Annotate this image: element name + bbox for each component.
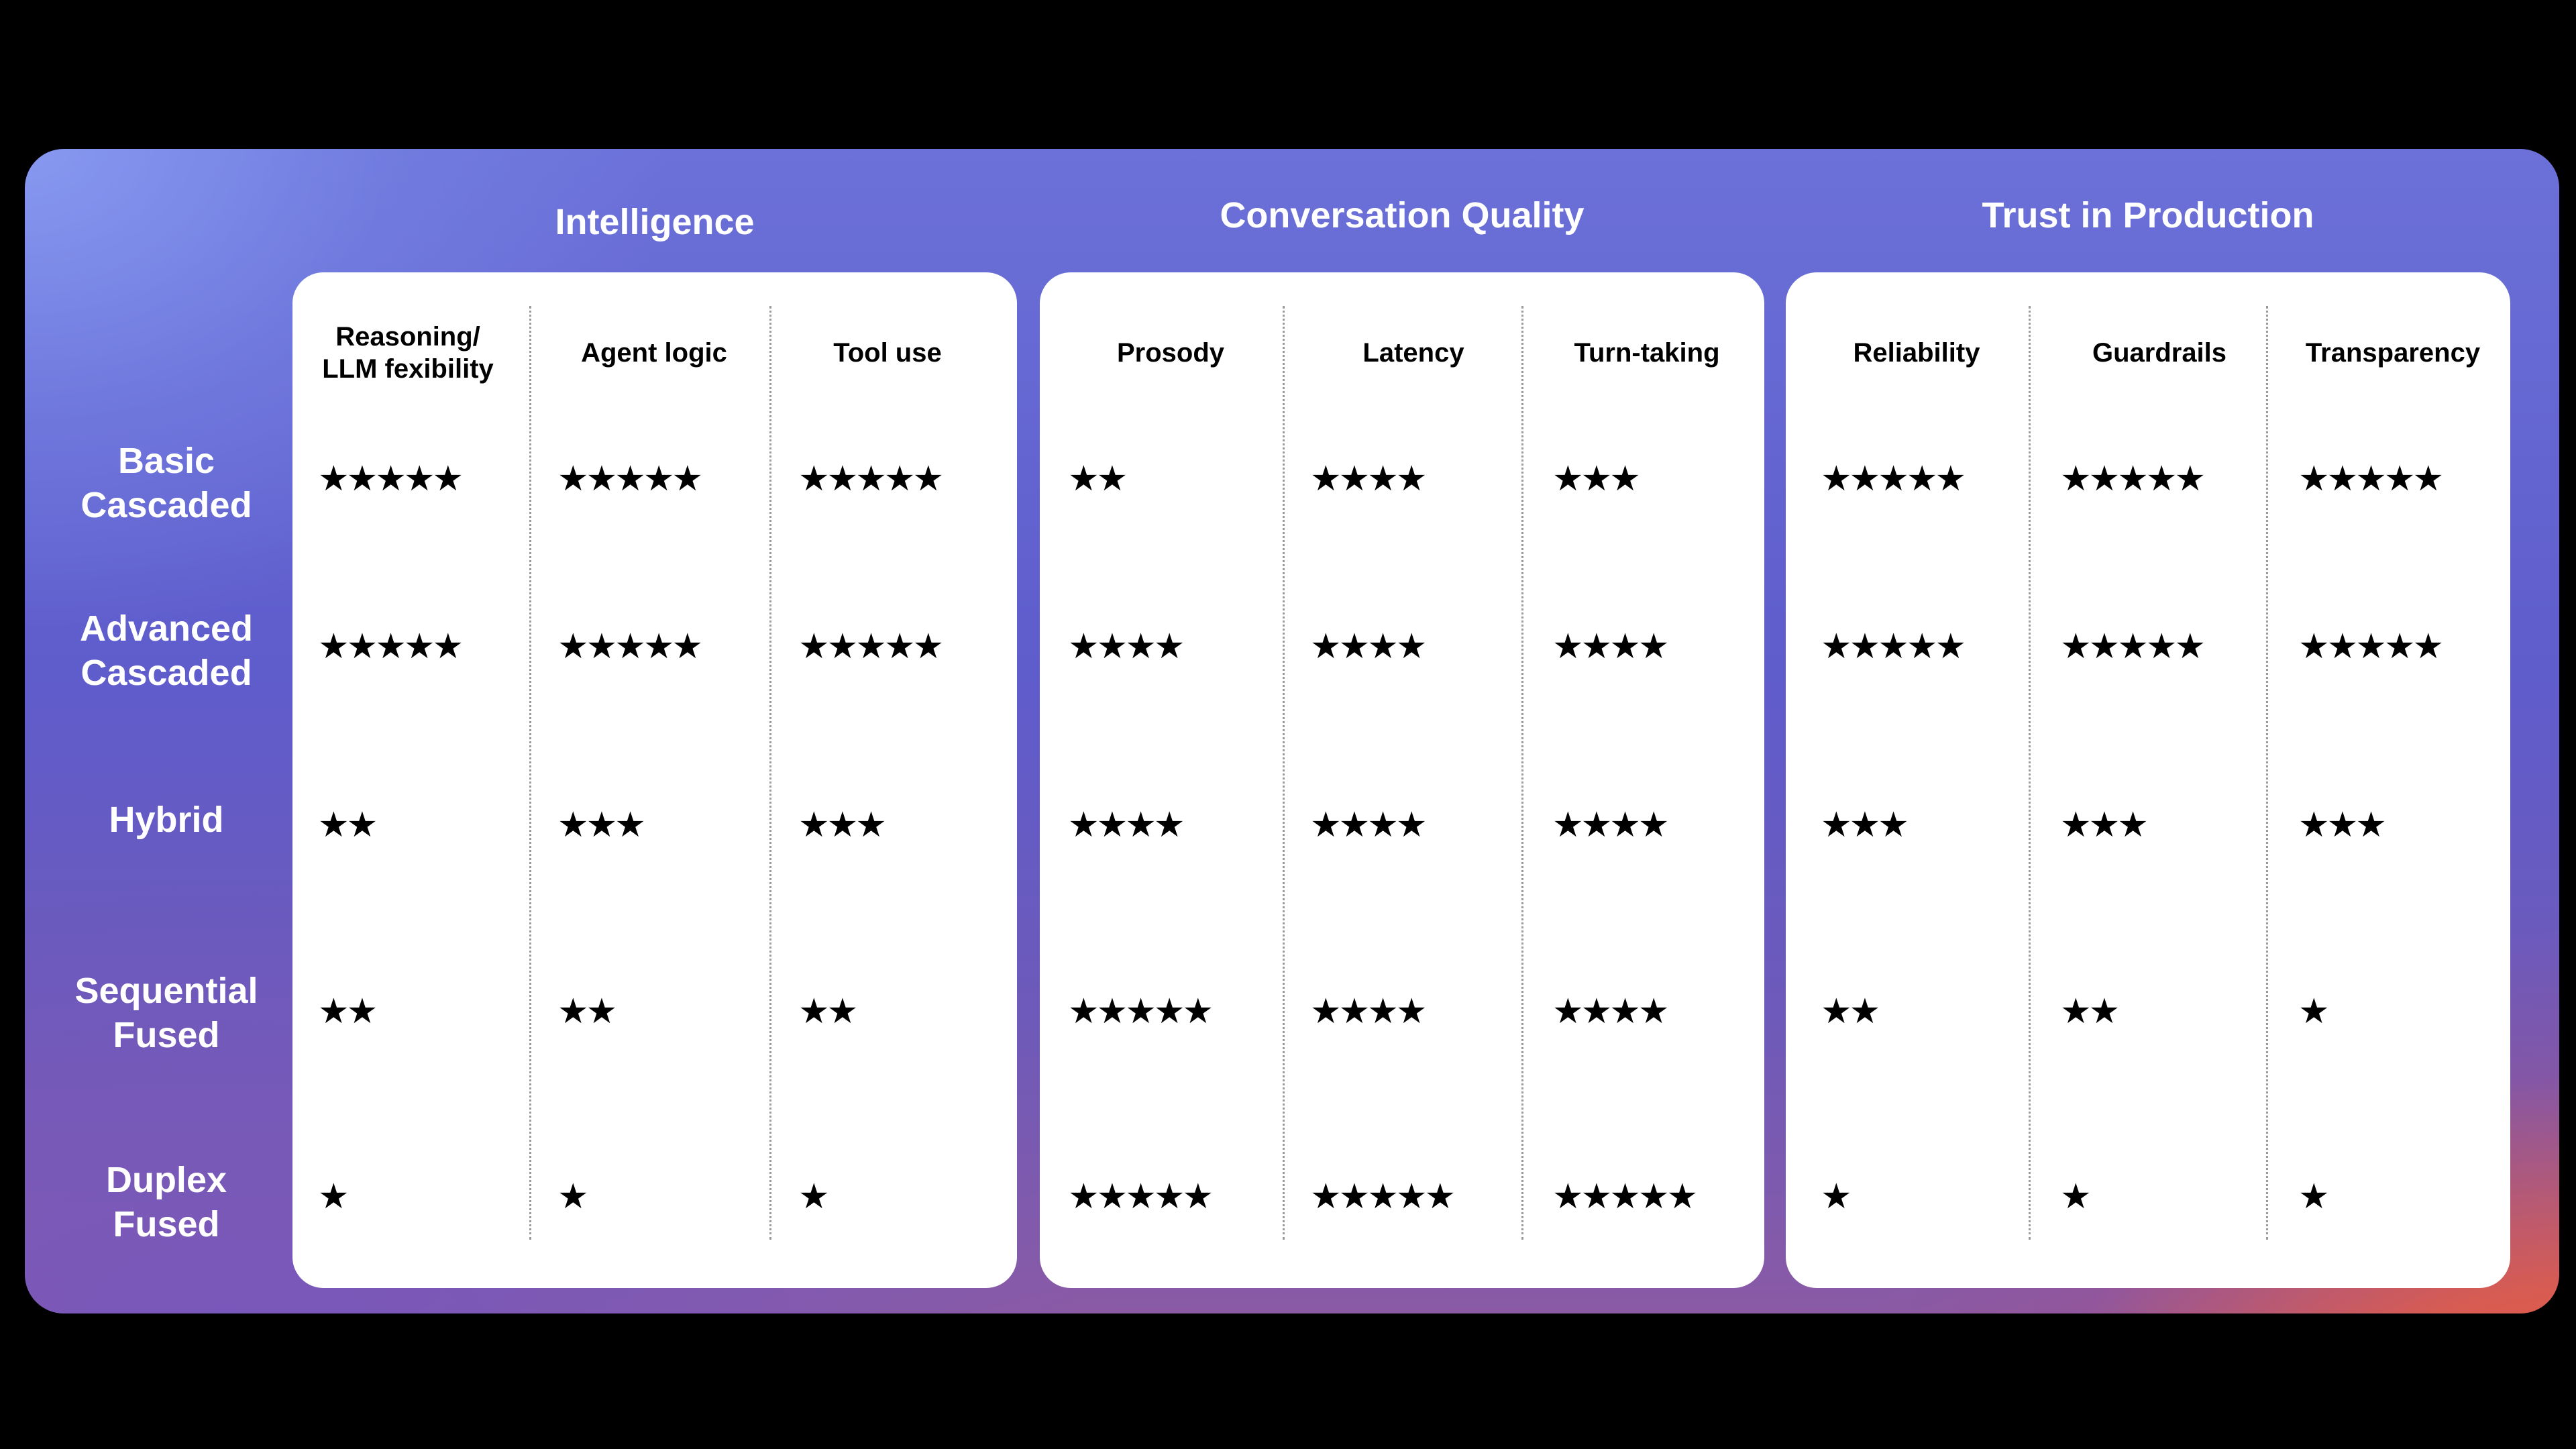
star-rating: ★★★★★ (318, 627, 464, 667)
star-rating: ★★★★★ (2060, 459, 2206, 499)
star-rating: ★★★★★ (1068, 991, 1214, 1032)
column-header-reliability: Reliability (1853, 338, 1980, 368)
star-rating: ★ (2298, 1177, 2330, 1217)
star-rating: ★★★★ (1552, 805, 1669, 845)
star-rating: ★ (798, 1177, 830, 1217)
star-rating: ★★★★★ (798, 627, 944, 667)
star-rating: ★★★ (798, 805, 887, 845)
column-header-latency: Latency (1362, 338, 1464, 368)
group-title-intelligence: Intelligence (555, 202, 755, 242)
star-rating: ★★★★ (1310, 459, 1427, 499)
column-header-reasoning-llm-flexibility: Reasoning/ LLM fexibility (322, 322, 494, 384)
star-rating: ★ (1821, 1177, 1852, 1217)
star-rating: ★★★★★ (2298, 459, 2444, 499)
card-conversation-quality (1040, 272, 1764, 1288)
star-rating: ★★ (557, 991, 617, 1032)
star-rating: ★★ (1821, 991, 1880, 1032)
column-divider (1521, 306, 1523, 1240)
star-rating: ★★★ (2060, 805, 2149, 845)
row-label-hybrid: Hybrid (109, 800, 224, 840)
star-rating: ★★★ (1552, 459, 1641, 499)
column-header-guardrails: Guardrails (2092, 338, 2227, 368)
star-rating: ★★★★★ (798, 459, 944, 499)
card-intelligence (292, 272, 1017, 1288)
star-rating: ★ (318, 1177, 350, 1217)
star-rating: ★★★★ (1310, 627, 1427, 667)
star-rating: ★★ (318, 991, 378, 1032)
star-rating: ★ (2060, 1177, 2092, 1217)
star-rating: ★★★★★ (318, 459, 464, 499)
star-rating: ★★★★ (1068, 805, 1185, 845)
group-title-trust-in-production: Trust in Production (1982, 195, 2314, 235)
star-rating: ★★ (2060, 991, 2120, 1032)
row-label-basic-cascaded: Basic Cascaded (80, 441, 252, 525)
star-rating: ★★★★★ (1552, 1177, 1698, 1217)
column-divider (769, 306, 771, 1240)
star-rating: ★★★★ (1552, 627, 1669, 667)
row-label-sequential-fused: Sequential Fused (74, 971, 258, 1055)
star-rating: ★★★★★ (2060, 627, 2206, 667)
star-rating: ★★★ (2298, 805, 2387, 845)
star-rating: ★★★★★ (1068, 1177, 1214, 1217)
column-divider (1283, 306, 1285, 1240)
column-header-tool-use: Tool use (833, 338, 942, 368)
star-rating: ★★★★★ (557, 627, 703, 667)
star-rating: ★★★★★ (1821, 627, 1966, 667)
star-rating: ★★★★★ (2298, 627, 2444, 667)
row-label-advanced-cascaded: Advanced Cascaded (79, 608, 254, 693)
column-header-transparency: Transparency (2305, 338, 2481, 368)
card-trust-in-production (1786, 272, 2510, 1288)
star-rating: ★ (2298, 991, 2330, 1032)
star-rating: ★ (557, 1177, 589, 1217)
star-rating: ★★ (318, 805, 378, 845)
star-rating: ★★★★ (1068, 627, 1185, 667)
group-title-conversation-quality: Conversation Quality (1220, 195, 1585, 235)
column-divider (529, 306, 531, 1240)
star-rating: ★★★★★ (1821, 459, 1966, 499)
column-divider (2266, 306, 2268, 1240)
row-label-duplex-fused: Duplex Fused (105, 1160, 227, 1244)
star-rating: ★★★★ (1310, 991, 1427, 1032)
star-rating: ★★★★ (1310, 805, 1427, 845)
column-header-agent-logic: Agent logic (581, 338, 727, 368)
star-rating: ★★★ (1821, 805, 1909, 845)
star-rating: ★★ (1068, 459, 1128, 499)
star-rating: ★★ (798, 991, 858, 1032)
column-divider (2029, 306, 2031, 1240)
column-header-prosody: Prosody (1116, 338, 1225, 368)
column-header-turn-taking: Turn-taking (1574, 338, 1720, 368)
star-rating: ★★★ (557, 805, 646, 845)
star-rating: ★★★★★ (557, 459, 703, 499)
star-rating: ★★★★★ (1310, 1177, 1456, 1217)
star-rating: ★★★★ (1552, 991, 1669, 1032)
